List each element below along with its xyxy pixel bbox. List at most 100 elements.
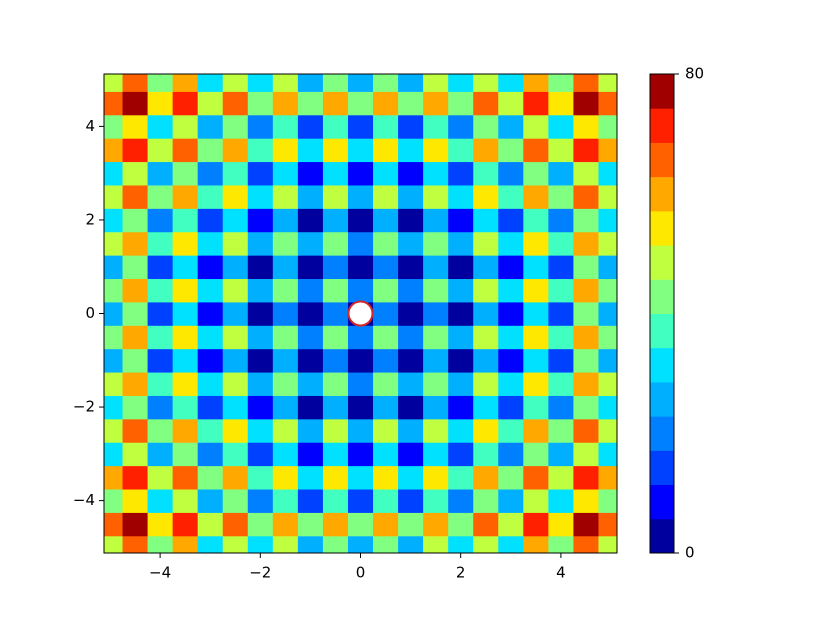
contour-cell: [347, 325, 374, 350]
contour-cell: [373, 161, 399, 186]
contour-cell: [197, 465, 224, 490]
contour-cell: [247, 91, 274, 116]
y-tick-label: −2: [73, 398, 95, 416]
contour-cell: [347, 208, 374, 233]
contour-cell: [473, 91, 499, 116]
contour-cell: [122, 301, 149, 326]
contour-cell: [423, 301, 449, 326]
contour-cell: [322, 465, 349, 490]
contour-cell: [373, 512, 399, 537]
contour-cell: [297, 184, 324, 209]
contour-cell: [498, 395, 524, 420]
contour-cell: [104, 91, 124, 116]
contour-cell: [147, 395, 174, 420]
contour-cell: [598, 395, 617, 420]
contour-cell: [548, 74, 575, 92]
contour-cell: [398, 184, 424, 209]
contour-cell: [272, 161, 299, 186]
contour-cell: [172, 535, 199, 553]
contour-cell: [473, 255, 499, 280]
contour-cell: [373, 488, 399, 513]
contour-cell: [247, 255, 274, 280]
contour-cell: [373, 395, 399, 420]
contour-cell: [197, 91, 224, 116]
contour-cell: [548, 535, 575, 553]
contour-cell: [473, 488, 499, 513]
contour-cell: [448, 535, 474, 553]
contour-cell: [297, 348, 324, 373]
contour-cell: [104, 442, 124, 467]
contour-cell: [247, 74, 274, 92]
contour-cell: [272, 512, 299, 537]
contour-cell: [398, 442, 424, 467]
contour-cell: [172, 418, 199, 443]
contour-cell: [548, 231, 575, 256]
contour-cell: [523, 231, 549, 256]
contour-cell: [297, 371, 324, 396]
contour-cell: [423, 348, 449, 373]
contour-cell: [473, 442, 499, 467]
contour-cell: [548, 442, 575, 467]
contour-cell: [548, 301, 575, 326]
contour-cell: [172, 348, 199, 373]
contour-cell: [347, 535, 374, 553]
contour-cell: [147, 138, 174, 163]
contour-cell: [398, 325, 424, 350]
contour-cell: [523, 184, 549, 209]
contour-cell: [598, 371, 617, 396]
contour-cell: [598, 231, 617, 256]
contour-cell: [573, 348, 600, 373]
contour-cell: [297, 278, 324, 303]
contour-cell: [247, 535, 274, 553]
contour-cell: [573, 465, 600, 490]
contour-cell: [598, 161, 617, 186]
contour-cell: [398, 535, 424, 553]
contour-cell: [104, 114, 124, 139]
contour-cell: [172, 325, 199, 350]
contour-cell: [272, 91, 299, 116]
contour-cell: [104, 418, 124, 443]
contour-cell: [398, 208, 424, 233]
contour-cell: [498, 278, 524, 303]
contour-cell: [523, 442, 549, 467]
contour-cell: [473, 348, 499, 373]
colorbar-band: [650, 416, 674, 451]
colorbar-band: [650, 74, 674, 109]
contour-cell: [598, 74, 617, 92]
contour-cell: [147, 348, 174, 373]
contour-cell: [573, 325, 600, 350]
contour-cell: [347, 74, 374, 92]
contour-cell: [272, 442, 299, 467]
contour-cell: [548, 395, 575, 420]
contour-cell: [222, 488, 249, 513]
contour-cell: [373, 301, 399, 326]
contour-cell: [423, 418, 449, 443]
contour-cell: [197, 255, 224, 280]
contour-cell: [172, 278, 199, 303]
contour-cell: [398, 91, 424, 116]
contour-cell: [222, 161, 249, 186]
contour-cell: [122, 161, 149, 186]
contour-cell: [523, 138, 549, 163]
contour-cell: [322, 535, 349, 553]
contour-cell: [373, 465, 399, 490]
contour-cell: [104, 465, 124, 490]
contour-cell: [498, 138, 524, 163]
contour-cell: [297, 442, 324, 467]
contour-cell: [498, 442, 524, 467]
colorbar-band: [650, 450, 674, 486]
contour-cell: [423, 255, 449, 280]
contour-cell: [347, 488, 374, 513]
contour-cell: [197, 371, 224, 396]
contour-cell: [222, 348, 249, 373]
contour-cell: [272, 231, 299, 256]
contour-cell: [573, 488, 600, 513]
contour-cell: [322, 74, 349, 92]
contour-cell: [272, 278, 299, 303]
contour-cell: [322, 325, 349, 350]
contour-cell: [347, 442, 374, 467]
contour-cell: [598, 465, 617, 490]
contour-cell: [322, 442, 349, 467]
contour-cell: [473, 161, 499, 186]
